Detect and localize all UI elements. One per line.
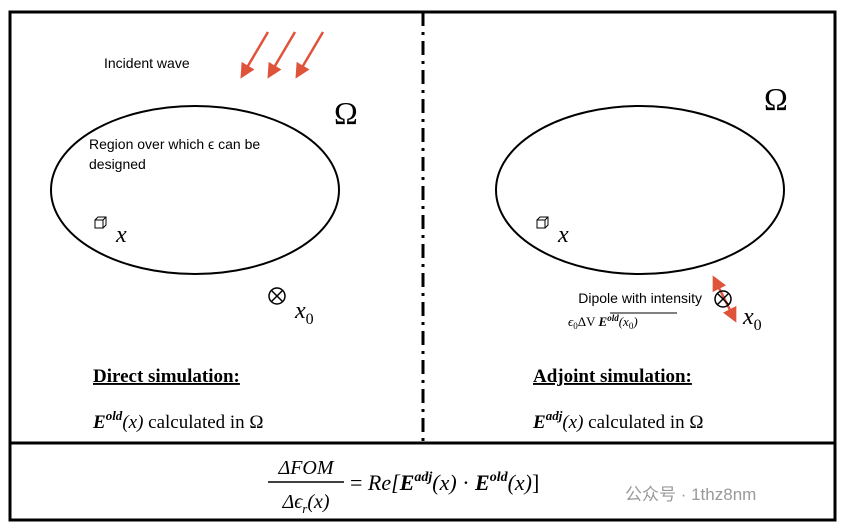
source-base: x <box>294 298 306 324</box>
equals: = <box>350 470 362 495</box>
open: Re[ <box>367 470 401 495</box>
cube-icon <box>94 216 107 229</box>
omega: Ω <box>764 81 788 117</box>
formula-rhs: = Re[Eadj(x) · Eold(x)] <box>350 470 539 495</box>
eps-sub: 0 <box>573 321 578 331</box>
field-text: Eadj(x) calculated in Ω <box>532 408 704 433</box>
incident-arrows <box>240 31 325 79</box>
field-arg: (x) <box>122 412 143 433</box>
omega: Ω <box>334 95 358 131</box>
field-text: Eold(x) calculated in Ω <box>92 408 264 433</box>
cube-icon <box>536 216 549 229</box>
incident-label: Incident wave <box>104 55 190 71</box>
eps: ϵ <box>568 314 574 329</box>
numerator: ΔFOM <box>277 457 334 479</box>
region-label: Region over which ϵ can be <box>89 136 260 152</box>
region-label: designed <box>89 156 146 172</box>
watermark: 公众号 · 1thz8nm <box>625 485 756 504</box>
field-sup: adj <box>546 408 563 423</box>
denominator: Δϵr(x) <box>281 491 329 516</box>
field-symbol: E <box>532 412 546 433</box>
field-arg: (x) <box>562 412 583 433</box>
source-sub: 0 <box>754 317 762 334</box>
design-region <box>50 105 340 275</box>
den-sub: r <box>302 501 308 516</box>
source-symbol <box>714 290 732 308</box>
close: ] <box>532 470 539 495</box>
dipole-label: Dipole with intensity <box>578 290 702 306</box>
field-sup: old <box>607 313 619 323</box>
arg-close: ) <box>632 314 637 329</box>
point-label: x <box>557 222 569 248</box>
dipole-arrow <box>712 275 737 323</box>
term-arg: (x) <box>432 470 456 495</box>
dot: · <box>462 470 469 495</box>
arg-sub: 0 <box>629 321 634 331</box>
point-label: x <box>115 222 127 248</box>
field-rest: calculated in Ω <box>588 412 703 433</box>
field-symbol: E <box>598 314 608 329</box>
source-label: x0 <box>294 298 314 328</box>
heading: Adjoint simulation: <box>533 366 692 387</box>
term-symbol: E <box>399 470 415 495</box>
term-sup: old <box>490 470 509 485</box>
field-rest: calculated in Ω <box>148 412 263 433</box>
field-sup: old <box>106 408 123 423</box>
term-symbol: E <box>474 470 490 495</box>
source-symbol <box>268 287 286 305</box>
dv: ΔV <box>578 314 596 329</box>
den-arg: (x) <box>307 491 330 513</box>
term-sup: adj <box>414 470 432 485</box>
source-label: x0 <box>742 304 762 334</box>
field-arg: (x <box>619 314 629 329</box>
field-symbol: E <box>92 412 106 433</box>
design-region <box>495 105 785 275</box>
dipole-intensity: ϵ0ΔV Eold(x0) <box>568 313 638 331</box>
heading: Direct simulation: <box>93 366 240 387</box>
den-base: Δϵ <box>281 491 303 513</box>
source-base: x <box>742 304 754 330</box>
term-arg: (x) <box>508 470 532 495</box>
source-sub: 0 <box>306 311 314 328</box>
